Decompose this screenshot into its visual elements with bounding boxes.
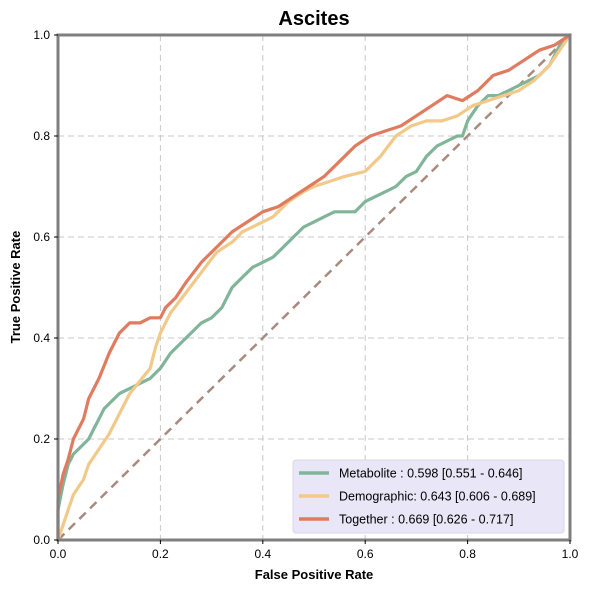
x-axis-title: False Positive Rate <box>255 567 374 582</box>
x-tick-label: 0.8 <box>459 547 476 561</box>
plot-frame <box>56 33 572 542</box>
legend-label-together: Together : 0.669 [0.626 - 0.717] <box>339 513 513 527</box>
y-axis-title: True Positive Rate <box>8 231 23 344</box>
y-tick-label: 0.4 <box>33 331 50 345</box>
x-tick-label: 0.6 <box>357 547 374 561</box>
y-tick-label: 1.0 <box>33 28 50 42</box>
y-tick-label: 0.6 <box>33 230 50 244</box>
y-tick-label: 0.8 <box>33 129 50 143</box>
y-tick-labels: 0.0 0.2 0.4 0.6 0.8 1.0 <box>33 28 58 547</box>
legend-label-demographic: Demographic: 0.643 [0.606 - 0.689] <box>339 490 536 504</box>
roc-curve-together <box>56 33 572 542</box>
legend-label-metabolite: Metabolite : 0.598 [0.551 - 0.646] <box>339 467 522 481</box>
roc-curve-demographic <box>56 33 572 542</box>
x-tick-label: 1.0 <box>562 547 579 561</box>
roc-curve-metabolite <box>56 33 572 542</box>
y-tick-label: 0.2 <box>33 432 50 446</box>
x-tick-label: 0.2 <box>152 547 169 561</box>
x-tick-label: 0.4 <box>254 547 271 561</box>
x-tick-labels: 0.0 0.2 0.4 0.6 0.8 1.0 <box>50 540 579 561</box>
x-tick-label: 0.0 <box>50 547 67 561</box>
roc-curves <box>56 33 572 542</box>
legend: Metabolite : 0.598 [0.551 - 0.646] Demogr… <box>292 459 565 534</box>
legend-box <box>292 459 565 534</box>
y-tick-label: 0.0 <box>33 533 50 547</box>
chart-title: Ascites <box>278 8 349 30</box>
